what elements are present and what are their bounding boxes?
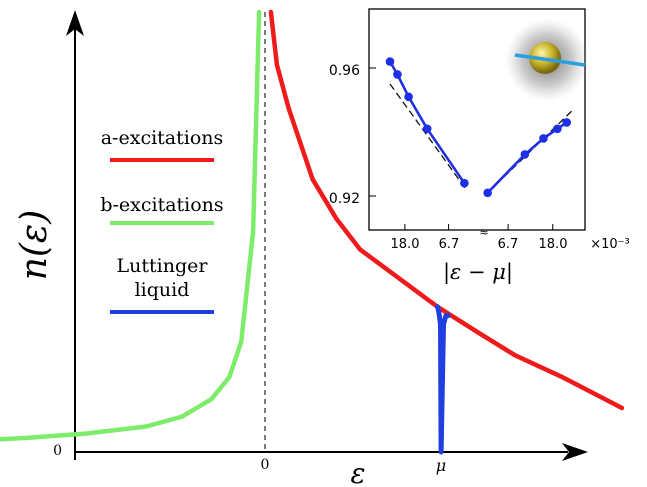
y-tick-label: 0 xyxy=(53,443,62,459)
y-axis-arrow xyxy=(66,10,84,36)
inset: 0.96 0.92 18.0 6.7 6.7 18.0 ×10⁻³ ≈ |ε −… xyxy=(329,8,630,285)
inset-x-tick-180-left: 18.0 xyxy=(391,237,420,252)
main-axes: 0 0 μ ε n(ε) xyxy=(14,10,588,487)
series-line-b-excitations xyxy=(0,9,262,442)
inset-x-tick-67-left: 6.7 xyxy=(439,237,460,252)
y-axis-label: n(ε) xyxy=(14,210,55,281)
inset-axis-break: ≈ xyxy=(479,226,488,239)
legend: a-excitations b-excitations Luttinger li… xyxy=(100,127,224,314)
x-axis-label: ε xyxy=(350,457,365,487)
inset-y-tick-096: 0.96 xyxy=(329,63,360,79)
legend-label-luttinger-2: liquid xyxy=(135,279,190,301)
inset-data-point xyxy=(483,188,492,198)
x-tick-label-zero: 0 xyxy=(261,457,270,473)
inset-data-point xyxy=(562,118,571,127)
inset-data-point xyxy=(393,70,402,79)
main-series xyxy=(0,9,625,455)
inset-data-point xyxy=(460,178,469,188)
inset-data-point xyxy=(539,134,548,143)
inset-data-point xyxy=(520,150,530,159)
inset-data-point xyxy=(422,124,432,134)
legend-label-luttinger-1: Luttinger xyxy=(117,255,209,277)
inset-ticks xyxy=(369,67,554,230)
inset-data-point xyxy=(385,57,395,66)
particle-wire-icon xyxy=(514,53,586,67)
series-line-luttinger-liquid xyxy=(435,304,451,455)
inset-series xyxy=(385,57,574,198)
x-tick-label-mu: μ xyxy=(436,456,446,475)
legend-label-a: a-excitations xyxy=(101,127,224,149)
inset-data-point xyxy=(553,124,562,134)
inset-x-tick-180-right: 18.0 xyxy=(539,237,568,252)
inset-data-point xyxy=(404,92,413,102)
inset-x-exponent: ×10⁻³ xyxy=(590,237,630,252)
inset-x-tick-67-right: 6.7 xyxy=(498,237,519,252)
series-line-a-excitations xyxy=(268,9,625,411)
inset-x-label: |ε − μ| xyxy=(443,260,513,285)
inset-y-tick-092: 0.92 xyxy=(329,191,360,207)
x-axis-arrow xyxy=(562,443,588,461)
legend-label-b: b-excitations xyxy=(100,194,223,216)
